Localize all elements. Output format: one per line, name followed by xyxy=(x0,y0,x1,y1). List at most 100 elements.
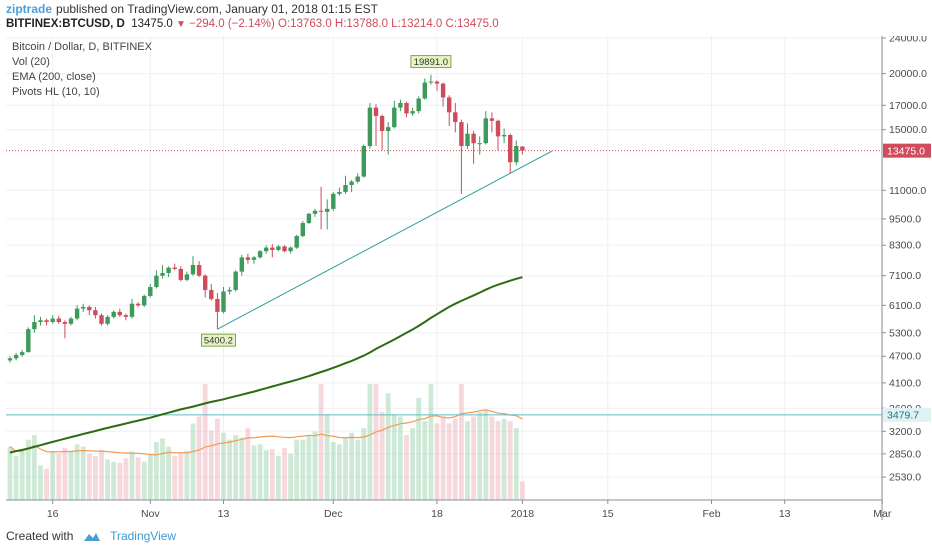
candle-body xyxy=(148,287,153,296)
candle-body xyxy=(13,354,19,359)
volume-bar xyxy=(263,450,269,500)
volume-bar xyxy=(507,421,513,500)
price-tick-label: 9500.0 xyxy=(889,213,921,225)
price-tick-label: 3200.0 xyxy=(889,426,921,438)
candle-body xyxy=(62,322,68,324)
candle-body xyxy=(221,291,226,312)
volume-bar xyxy=(459,384,464,500)
candle-body xyxy=(160,272,165,276)
chart-area[interactable]: 19891.0 5400.2 24000.0 20000.0 17000.0 15000.… xyxy=(0,36,932,520)
volume-bar xyxy=(111,461,117,500)
candle-body xyxy=(264,247,269,252)
candle-body xyxy=(318,210,324,212)
volume-bar xyxy=(123,458,129,500)
candle-body xyxy=(251,257,257,260)
level-tag-label: 3479.7 xyxy=(887,410,919,422)
volume-bar xyxy=(337,444,342,500)
volume-bar xyxy=(62,447,68,500)
price-tick-label: 8300.0 xyxy=(889,240,921,252)
candle-body xyxy=(337,192,342,194)
publisher-name[interactable]: ziptrade xyxy=(6,2,53,16)
candle-body xyxy=(257,251,263,258)
candle-body xyxy=(227,289,232,292)
time-tick-label: Nov xyxy=(141,508,160,520)
volume-bar xyxy=(68,451,74,500)
volume-bar xyxy=(294,439,300,500)
candle-body xyxy=(117,311,122,316)
volume-bar xyxy=(422,421,428,500)
volume-bar xyxy=(440,416,446,500)
candle-body xyxy=(142,295,147,306)
candle-body xyxy=(440,83,446,98)
legend-pivots: Pivots HL (10, 10) xyxy=(12,86,100,98)
volume-bar xyxy=(86,453,92,500)
candle-body xyxy=(514,146,519,163)
volume-bar xyxy=(135,457,141,500)
trend-line xyxy=(217,150,553,330)
candle-body xyxy=(190,265,196,275)
candle-body xyxy=(459,122,464,147)
candle-body xyxy=(93,310,98,316)
candle-body xyxy=(276,246,281,250)
volume-bar xyxy=(93,455,98,500)
candle-body xyxy=(349,181,354,186)
volume-bar xyxy=(117,462,123,500)
candle-body xyxy=(489,118,495,121)
time-tick-label: 2018 xyxy=(511,508,535,520)
volume-bar xyxy=(44,468,49,500)
volume-bar xyxy=(416,397,422,500)
last-price: 13475.0 xyxy=(131,18,173,30)
price-tick-label: 5300.0 xyxy=(889,327,921,339)
candle-body xyxy=(123,315,129,317)
pivot-high-box xyxy=(410,55,452,69)
volume-bar xyxy=(196,416,202,500)
volume-bar xyxy=(520,481,525,500)
volume-bar xyxy=(25,439,31,500)
candle-body xyxy=(154,275,159,288)
price-change: −294.0 (−2.14%) xyxy=(189,18,275,30)
volume-bar xyxy=(178,453,184,500)
candle-body xyxy=(87,306,92,311)
volume-bar xyxy=(312,431,318,500)
candle-body xyxy=(416,98,421,112)
pivot-low-box xyxy=(200,333,236,347)
time-tick-label: 16 xyxy=(47,508,59,520)
candle-body xyxy=(434,81,440,84)
price-chart[interactable]: 19891.0 5400.2 24000.0 20000.0 17000.0 15000.… xyxy=(0,36,932,520)
candle-body xyxy=(105,316,110,324)
volume-bar xyxy=(202,384,208,500)
tradingview-brand[interactable]: TradingView xyxy=(110,529,177,543)
volume-bar xyxy=(349,432,354,500)
candle-body xyxy=(404,103,409,114)
candle-body xyxy=(239,257,244,272)
price-tick-label: 4100.0 xyxy=(889,377,921,389)
volume-bar xyxy=(483,409,489,500)
candle-body xyxy=(81,306,86,309)
price-tick-label: 11000.0 xyxy=(889,185,926,197)
volume-bar xyxy=(306,435,312,500)
volume-bar xyxy=(208,430,214,500)
volume-bar xyxy=(257,444,263,500)
volume-bar xyxy=(13,455,19,500)
candle-body xyxy=(483,118,488,144)
candle-body xyxy=(300,223,305,237)
time-tick-label: Dec xyxy=(324,508,343,520)
volume-bar xyxy=(19,451,25,500)
volume-bar xyxy=(166,446,171,500)
candle-body xyxy=(288,247,293,252)
volume-bar xyxy=(410,428,415,500)
price-tick-label: 2530.0 xyxy=(889,472,921,484)
published-text: published on TradingView.com, January 01… xyxy=(56,2,379,16)
candle-body xyxy=(282,246,287,252)
level-tag xyxy=(883,407,931,422)
candle-body xyxy=(447,97,452,113)
volume-bar xyxy=(446,423,452,500)
candle-body xyxy=(373,107,379,116)
volume-bar xyxy=(452,418,458,500)
volume-bar xyxy=(239,437,245,500)
volume-bar xyxy=(471,416,476,500)
volume-bar xyxy=(282,447,287,500)
candle-body xyxy=(367,107,373,147)
candle-body xyxy=(477,143,482,145)
candle-body xyxy=(398,103,403,108)
